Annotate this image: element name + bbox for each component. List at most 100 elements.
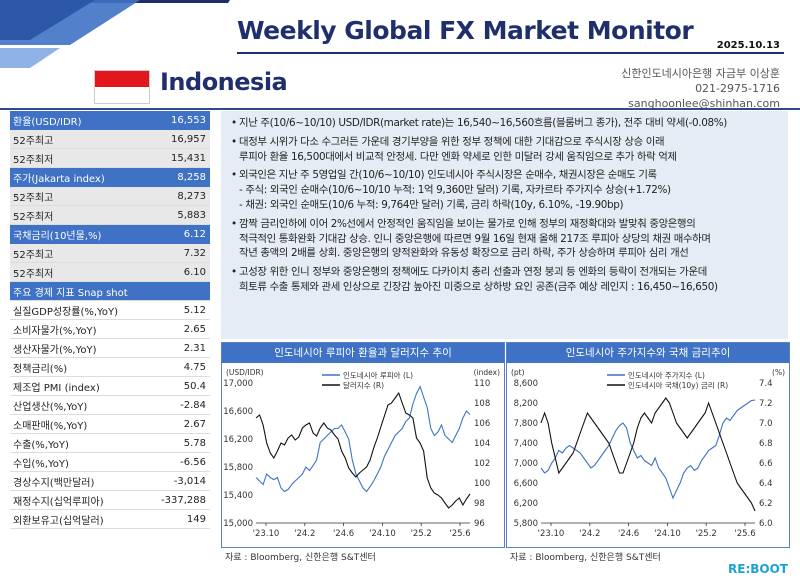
y-tick-label: 6,200 xyxy=(514,499,538,509)
indicator-row: 실질GDP성장률(%,YoY) 5.12 xyxy=(10,301,210,320)
indicator-value: 2.31 xyxy=(183,342,206,354)
y-tick-label: 7,000 xyxy=(514,459,538,469)
indicator-label: 52주최저 xyxy=(13,154,54,166)
author-email[interactable]: sanghoonlee@shinhan.com xyxy=(628,97,780,110)
commentary-panel: 지난 주(10/6~10/10) USD/IDR(market rate)는 1… xyxy=(221,111,788,339)
y2-tick-label: 6.6 xyxy=(759,459,773,469)
y-tick-label: 7,400 xyxy=(514,439,538,449)
x-tick-label: '23.10 xyxy=(253,529,280,539)
indicator-label: 수출(%,YoY) xyxy=(13,439,69,451)
y-tick-label: 16,200 xyxy=(223,435,253,445)
indicator-row: 52주최고 7.32 xyxy=(10,244,210,263)
indicator-table: 환율(USD/IDR) 16,553 52주최고 16,957 52주최저 15,431 주… xyxy=(10,111,210,529)
indicator-label: 주요 경제 지표 Snap shot xyxy=(13,287,128,299)
indicator-label: 52주최고 xyxy=(13,192,54,204)
series-line xyxy=(540,399,756,500)
chart-title: 인도네시아 주가지수와 국채 금리추이 xyxy=(507,343,789,363)
commentary-line: - 채권: 외국인 순매도(10/6 누적: 9,764만 달러) 기록, 금리… xyxy=(239,198,624,211)
x-tick-label: '25.6 xyxy=(449,529,470,539)
commentary-line: 루피아 환율 16,500대에서 비교적 안정세. 다만 엔화 약세로 인한 미… xyxy=(239,150,677,163)
indicator-row: 수출(%,YoY) 5.78 xyxy=(10,434,210,453)
indicator-label: 환율(USD/IDR) xyxy=(13,116,82,128)
y-tick-label: 5,800 xyxy=(514,519,538,529)
y2-tick-label: 96 xyxy=(474,519,485,529)
indicator-row: 52주최저 15,431 xyxy=(10,149,210,168)
indicator-value: 149 xyxy=(186,513,206,525)
y-tick-label: 17,000 xyxy=(223,379,253,389)
commentary-bullet: 고성장 위한 인니 정부와 중앙은행의 정책에도 다카이치 총리 선출과 연정 … xyxy=(231,265,783,280)
indicator-value: -2.84 xyxy=(180,399,206,411)
page-title: Weekly Global FX Market Monitor xyxy=(237,16,694,45)
y-tick-label: 8,200 xyxy=(514,399,538,409)
indicator-label: 실질GDP성장률(%,YoY) xyxy=(13,306,118,318)
y2-tick-label: 102 xyxy=(474,459,490,469)
country-name: Indonesia xyxy=(160,68,288,96)
indicator-value: 4.75 xyxy=(183,361,206,373)
y2-tick-label: 104 xyxy=(474,439,490,449)
indicator-label: 경상수지(백만달러) xyxy=(13,477,95,489)
author-phone: 021-2975-1716 xyxy=(695,82,780,95)
indicator-label: 52주최고 xyxy=(13,249,54,261)
series-line xyxy=(255,385,471,493)
report-date: 2025.10.13 xyxy=(716,40,780,51)
indicator-row: 생산자물가(%,YoY) 2.31 xyxy=(10,339,210,358)
left-axis-unit: (USD/IDR) xyxy=(226,368,264,377)
chart-title: 인도네시아 루피아 환율과 달러지수 추이 xyxy=(222,343,504,363)
indicator-row: 제조업 PMI (index) 50.4 xyxy=(10,377,210,396)
indicator-value: 2.65 xyxy=(183,323,206,335)
y-tick-label: 15,800 xyxy=(223,463,253,473)
y2-tick-label: 7.2 xyxy=(759,399,773,409)
indicator-row: 소매판매(%,YoY) 2.67 xyxy=(10,415,210,434)
indicator-value: 16,957 xyxy=(171,133,206,145)
brand-logo: RE:BOOT xyxy=(728,562,788,576)
indicator-value: 15,431 xyxy=(171,152,206,164)
title-divider xyxy=(237,52,784,54)
left-axis-unit: (pt) xyxy=(511,368,525,377)
y2-tick-label: 6.0 xyxy=(759,519,773,529)
indicator-label: 생산자물가(%,YoY) xyxy=(13,344,97,356)
chart-source: 자료 : Bloomberg, 신한은행 S&T센터 xyxy=(225,553,376,563)
indicator-row: 외환보유고(십억달러) 149 xyxy=(10,510,210,529)
stock-bond-chart: 인도네시아 주가지수와 국채 금리추이 (pt) (%) 8,600 8,200 7,8… xyxy=(506,342,790,548)
x-tick-label: '24.10 xyxy=(654,529,681,539)
indicator-value: 5.12 xyxy=(183,304,206,316)
corner-decoration xyxy=(0,0,230,70)
indonesia-flag-icon xyxy=(94,70,150,104)
y2-tick-label: 108 xyxy=(474,399,490,409)
stock-bond-chart-plot: (pt) (%) 8,600 8,200 7,800 7,400 7,000 6,600 6,2… xyxy=(511,368,785,539)
y-tick-label: 6,600 xyxy=(514,479,538,489)
indicator-value: -337,288 xyxy=(161,494,206,506)
fx-chart-plot: (USD/IDR) (index) 17,000 16,600 16,200 15,800… xyxy=(223,368,500,539)
indicator-value: 5.78 xyxy=(183,437,206,449)
series-line xyxy=(540,397,756,512)
y-tick-label: 7,800 xyxy=(514,419,538,429)
right-axis-unit: (index) xyxy=(474,368,500,377)
indicator-label: 52주최저 xyxy=(13,211,54,223)
indicator-row: 정책금리(%) 4.75 xyxy=(10,358,210,377)
indicator-label: 재정수지(십억루피아) xyxy=(13,496,104,508)
y2-tick-label: 7.0 xyxy=(759,419,773,429)
indicator-label: 소매판매(%,YoY) xyxy=(13,420,88,432)
indicator-label: 52주최저 xyxy=(13,268,54,280)
indicator-label: 산업생산(%,YoY) xyxy=(13,401,88,413)
indicator-row: 주요 경제 지표 Snap shot xyxy=(10,282,210,301)
author-line: 신한인도네시아은행 자금부 이상훈 xyxy=(621,67,780,80)
y2-tick-label: 110 xyxy=(474,379,490,389)
indicator-value: 16,553 xyxy=(171,114,206,126)
legend-label: 달러지수 (R) xyxy=(343,381,384,390)
y2-tick-label: 106 xyxy=(474,419,490,429)
indicator-row: 산업생산(%,YoY) -2.84 xyxy=(10,396,210,415)
indicator-row: 국채금리(10년물,%) 6.12 xyxy=(10,225,210,244)
indicator-value: 8,258 xyxy=(177,171,206,183)
x-tick-label: '24.2 xyxy=(579,529,600,539)
indicator-row: 주가(Jakarta index) 8,258 xyxy=(10,168,210,187)
indicator-value: 50.4 xyxy=(183,380,206,392)
indicator-row: 수입(%,YoY) -6.56 xyxy=(10,453,210,472)
author-info: 신한인도네시아은행 자금부 이상훈 021-2975-1716 sanghoon… xyxy=(621,66,780,111)
commentary-bullet: 대정부 시위가 다소 수그러든 가운데 경기부양을 위한 정부 정책에 대한 기… xyxy=(231,135,783,150)
indicator-label: 외환보유고(십억달러) xyxy=(13,515,104,527)
y2-tick-label: 98 xyxy=(474,499,485,509)
indicator-row: 환율(USD/IDR) 16,553 xyxy=(10,111,210,130)
commentary-list: 지난 주(10/6~10/10) USD/IDR(market rate)는 1… xyxy=(231,116,783,295)
indicator-row: 재정수지(십억루피아) -337,288 xyxy=(10,491,210,510)
